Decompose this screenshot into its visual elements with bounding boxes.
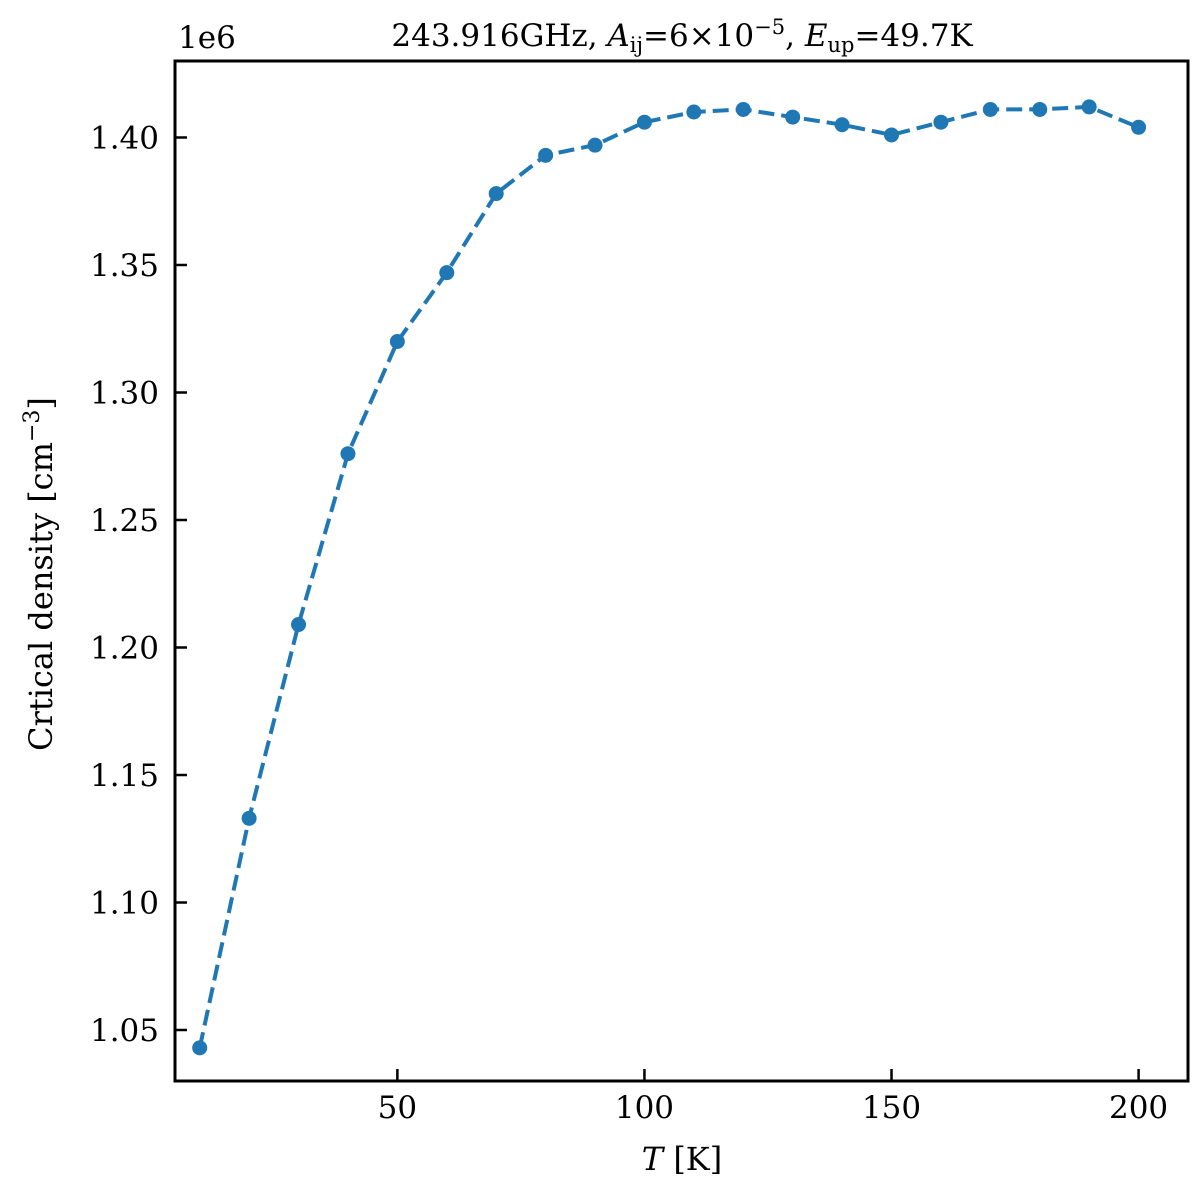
data-point: [933, 114, 949, 130]
y-tick-label: 1.20: [90, 631, 159, 667]
x-tick-label: 150: [862, 1090, 921, 1126]
x-tick-label: 200: [1109, 1090, 1168, 1126]
y-tick-label: 1.35: [90, 248, 159, 284]
series-layer: [192, 99, 1147, 1056]
data-point: [538, 147, 554, 163]
data-point: [1032, 101, 1048, 117]
x-tick-label: 100: [615, 1090, 674, 1126]
data-point: [636, 114, 652, 130]
y-tick-label: 1.10: [90, 886, 159, 922]
data-point: [982, 101, 998, 117]
y-tick-label: 1.25: [90, 503, 159, 539]
data-point: [1131, 119, 1147, 135]
data-point: [192, 1040, 208, 1056]
y-tick-label: 1.05: [90, 1013, 159, 1049]
data-point: [587, 137, 603, 153]
data-point: [340, 446, 356, 462]
y-tick-label: 1.30: [90, 376, 159, 412]
data-point: [1081, 99, 1097, 115]
data-point: [735, 101, 751, 117]
ticks-layer: 50 100 150 200 1.05 1.10 1.15 1.20 1.25 1.30 1.35 1…: [90, 121, 1168, 1127]
data-point: [488, 186, 504, 202]
y-axis-label: Crtical density [cm−3]: [20, 397, 60, 751]
data-point: [291, 617, 307, 633]
data-point: [785, 109, 801, 125]
x-tick-label: 50: [378, 1090, 417, 1126]
data-point: [241, 810, 257, 826]
data-point: [834, 117, 850, 133]
plot-frame: [173, 59, 1190, 1083]
y-offset-text: 1e6: [178, 20, 236, 56]
data-point: [884, 127, 900, 143]
data-point: [389, 334, 405, 349]
series-line: [197, 104, 1140, 1049]
data-point: [439, 265, 455, 281]
chart-title: 243.916GHz, Aij=6×10−5, Eup=49.7K: [391, 15, 973, 57]
data-point: [686, 104, 702, 120]
x-axis-label: T [K]: [642, 1140, 722, 1178]
y-tick-label: 1.40: [90, 121, 159, 157]
y-tick-label: 1.15: [90, 758, 159, 794]
